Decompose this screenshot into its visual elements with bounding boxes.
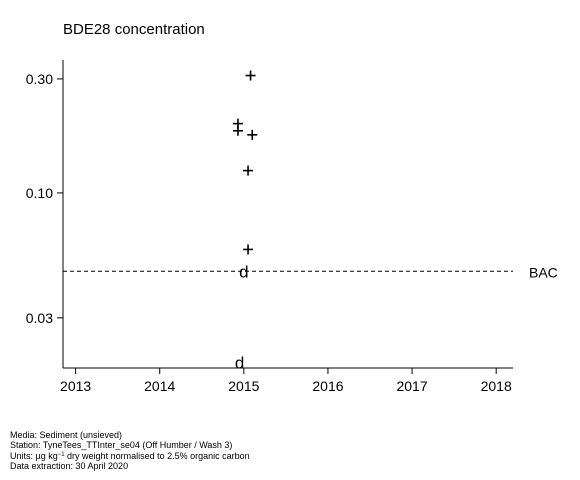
- x-tick-label: 2013: [60, 378, 91, 394]
- footer-units-suffix: dry weight normalised to 2.5% organic ca…: [64, 451, 250, 461]
- x-axis-ticks: 2013 2014 2015 2016 2017 2018: [60, 368, 512, 394]
- bac-label: BAC: [529, 264, 558, 280]
- d-marker: d: [235, 354, 244, 373]
- chart-footer: Media: Sediment (unsieved) Station: Tyne…: [10, 430, 250, 471]
- x-tick-label: 2014: [144, 378, 175, 394]
- y-tick-label: 0.10: [26, 185, 53, 201]
- reference-lines: BAC: [63, 264, 558, 280]
- plus-marker: [243, 165, 254, 176]
- x-tick-label: 2016: [312, 378, 343, 394]
- plus-marker: [243, 244, 254, 255]
- y-axis-ticks: 0.30 0.10 0.03: [26, 71, 63, 326]
- footer-units-prefix: Units: µg kg: [10, 451, 58, 461]
- plus-marker: [247, 129, 258, 140]
- data-points: dd: [232, 70, 258, 373]
- footer-extraction: Data extraction: 30 April 2020: [10, 461, 129, 471]
- plus-marker: [245, 70, 256, 81]
- chart: BDE28 concentration 0.300.100.03 2013 201…: [26, 21, 558, 394]
- x-tick-label: 2017: [396, 378, 427, 394]
- y-tick-label: 0.30: [26, 71, 53, 87]
- d-marker: d: [239, 262, 248, 281]
- plus-marker: [232, 125, 243, 136]
- footer-station: Station: TyneTees_TTInter_se04 (Off Humb…: [10, 440, 233, 450]
- y-tick-label: 0.03: [26, 310, 53, 326]
- footer-units-sup: −1: [57, 452, 65, 458]
- x-tick-label: 2015: [228, 378, 259, 394]
- footer-media: Media: Sediment (unsieved): [10, 430, 123, 440]
- footer-units: Units: µg kg−1 dry weight normalised to …: [10, 450, 250, 461]
- chart-title: BDE28 concentration: [63, 21, 205, 38]
- x-tick-label: 2018: [481, 378, 512, 394]
